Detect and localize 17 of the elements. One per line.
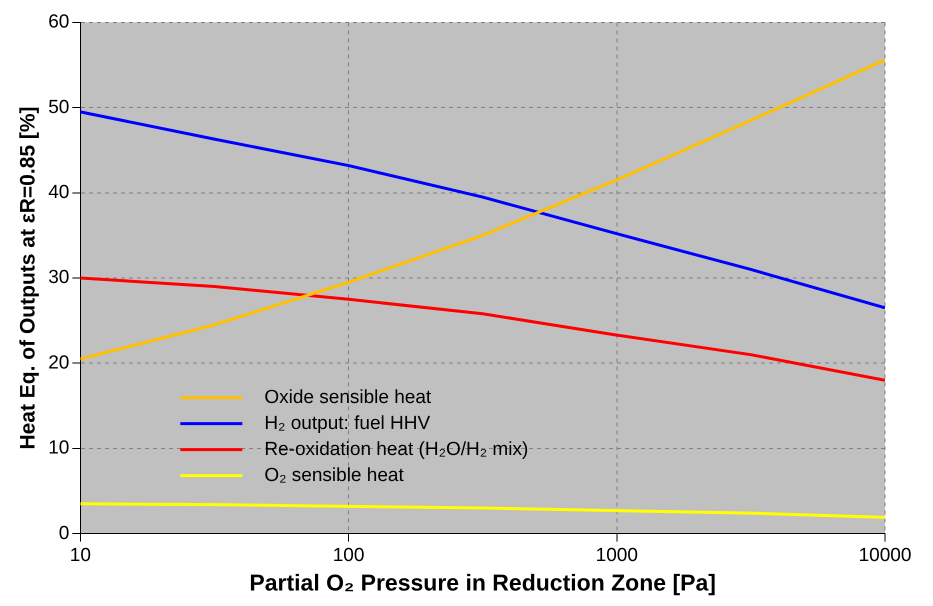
y-tick-label: 30 xyxy=(48,267,70,288)
y-tick-label: 20 xyxy=(48,352,70,374)
x-axis-title: Partial O₂ Pressure in Reduction Zone [Pa] xyxy=(249,570,716,596)
legend-label: H₂ output: fuel HHV xyxy=(264,412,430,434)
x-tick-label: 1000 xyxy=(596,545,638,566)
x-tick-label: 10 xyxy=(70,545,91,566)
y-tick-label: 60 xyxy=(48,12,70,33)
x-tick-label: 100 xyxy=(332,545,364,566)
y-tick-label: 0 xyxy=(58,522,70,544)
y-axis-title: Heat Eq. of Outputs at εR=0.85 [%] xyxy=(16,106,40,450)
y-tick-label: 40 xyxy=(48,182,70,204)
x-tick-label: 10000 xyxy=(858,545,912,566)
legend-label: Oxide sensible heat xyxy=(264,386,432,408)
legend-label: O₂ sensible heat xyxy=(264,464,404,486)
y-tick-label: 50 xyxy=(48,96,70,118)
legend-label: Re-oxidation heat (H₂O/H₂ mix) xyxy=(264,438,528,460)
y-tick-label: 10 xyxy=(48,438,70,459)
